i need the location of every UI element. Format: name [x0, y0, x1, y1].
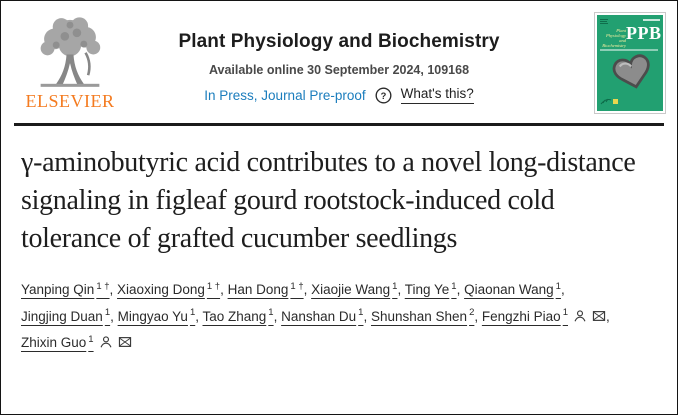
cover-branch-icon [600, 98, 612, 105]
journal-title-link[interactable]: Plant Physiology and Biochemistry [178, 31, 500, 52]
status-row: In Press, Journal Pre-proof ? What's thi… [123, 86, 555, 104]
envelope-icon [592, 310, 606, 321]
elsevier-wordmark: ELSEVIER [25, 91, 115, 111]
author-link[interactable]: Xiaoxing Dong 1 † [117, 280, 221, 298]
article-main: γ-aminobutyric acid contributes to a nov… [21, 144, 651, 356]
author-list: Yanping Qin 1 †, Xiaoxing Dong 1 †, Han Do… [21, 280, 610, 351]
elsevier-logo[interactable]: ELSEVIER [21, 13, 119, 112]
author-link[interactable]: Tao Zhang 1 [202, 307, 274, 324]
author-link[interactable]: Ting Ye 1 [404, 280, 457, 298]
elsevier-tree-icon [40, 17, 101, 87]
author-link[interactable]: Shunshan Shen 2 [370, 307, 475, 324]
author-link[interactable]: Mingyao Yu 1 [117, 307, 196, 324]
author-link[interactable]: Han Dong 1 † [227, 280, 304, 298]
journal-cover-art: Plant Physiology and Biochemistry PPB [597, 15, 663, 111]
journal-cover-thumbnail[interactable]: Plant Physiology and Biochemistry PPB [594, 12, 666, 114]
person-icon [100, 336, 112, 348]
cover-heart-image [612, 54, 650, 89]
author-link[interactable]: Nanshan Du 1 [281, 307, 364, 324]
author-link[interactable]: Jingjing Duan 1 [21, 307, 111, 324]
whats-this-link[interactable]: What's this? [400, 86, 474, 104]
cover-ppb-abbrev: PPB [626, 23, 662, 43]
author-link[interactable]: Yanping Qin 1 † [21, 280, 110, 298]
article-title: γ-aminobutyric acid contributes to a nov… [21, 147, 636, 254]
author-link[interactable]: Zhixin Guo 1 [21, 334, 132, 350]
svg-text:?: ? [380, 90, 386, 100]
header-divider [14, 123, 664, 126]
available-online-text: Available online 30 September 2024, 1091… [208, 63, 470, 77]
author-link[interactable]: Fengzhi Piao 1 [482, 307, 606, 324]
cover-publisher-mark [613, 99, 618, 104]
author-link[interactable]: Qiaonan Wang 1 [464, 280, 561, 298]
in-press-link[interactable]: In Press, Journal Pre-proof [204, 87, 366, 103]
author-link[interactable]: Xiaojie Wang 1 [311, 280, 398, 298]
envelope-icon [118, 337, 131, 347]
person-icon [574, 310, 586, 322]
journal-header: Plant Physiology and Biochemistry Availa… [123, 31, 555, 104]
cover-journal-name: Plant Physiology and Biochemistry [602, 28, 626, 48]
question-circle-icon[interactable]: ? [375, 87, 392, 104]
